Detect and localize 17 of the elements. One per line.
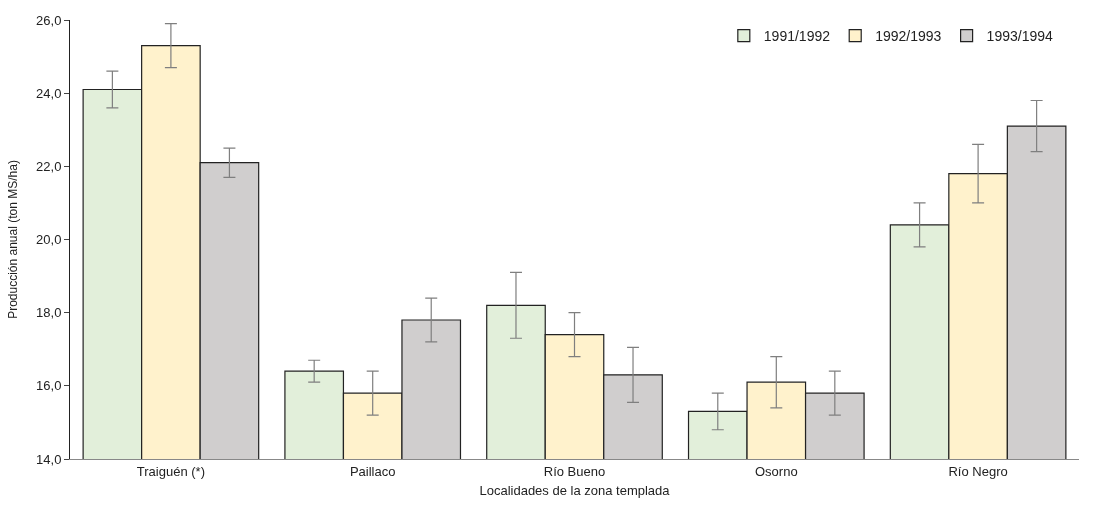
x-axis-title: Localidades de la zona templada bbox=[479, 483, 671, 499]
y-axis-title: Producción anual (ton MS/ha) bbox=[6, 160, 21, 319]
y-tick-label: 18,0 bbox=[36, 305, 62, 321]
y-tick-label: 26,0 bbox=[36, 12, 62, 28]
x-tick-label: Traiguén (*) bbox=[136, 463, 205, 479]
x-tick-label: Río Bueno bbox=[543, 463, 606, 479]
y-tick-label: 14,0 bbox=[36, 451, 62, 467]
legend-label: 1993/1994 bbox=[986, 28, 1053, 45]
y-tick-label: 16,0 bbox=[36, 378, 62, 394]
y-tick-label: 20,0 bbox=[36, 232, 62, 248]
legend-label: 1991/1992 bbox=[763, 28, 831, 45]
x-tick-label: Osorno bbox=[754, 463, 798, 479]
x-tick-label: Río Negro bbox=[948, 463, 1008, 479]
x-tick-label: Paillaco bbox=[349, 463, 396, 479]
y-tick-label: 22,0 bbox=[36, 158, 62, 174]
legend-label: 1992/1993 bbox=[875, 28, 942, 45]
y-tick-label: 24,0 bbox=[36, 85, 62, 101]
